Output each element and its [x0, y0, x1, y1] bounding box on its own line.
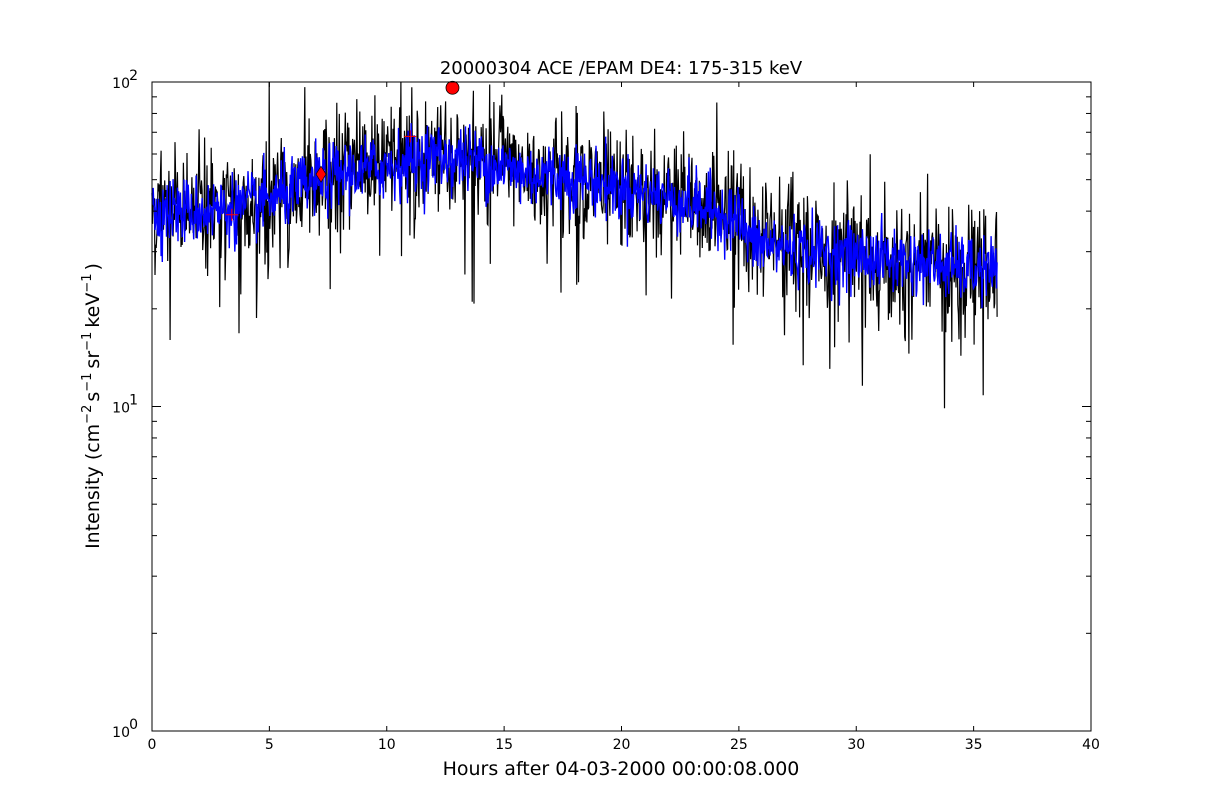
x-axis-label: Hours after 04-03-2000 00:00:08.000 [443, 758, 800, 780]
y-tick-exponent: 2 [129, 68, 138, 84]
y-tick-exponent: 1 [129, 393, 138, 409]
x-axis-ticks: 0 5 10 15 20 25 30 35 40 [148, 82, 1100, 753]
event-markers [225, 80, 460, 221]
y-tick-exponent: 0 [129, 717, 138, 733]
x-tick-label: 20 [613, 737, 631, 753]
chart-traces [151, 81, 998, 409]
y-tick-label: 10 [112, 401, 130, 417]
plus-marker [404, 130, 417, 143]
blue-noisy-trace [151, 123, 998, 309]
x-tick-label: 5 [265, 737, 274, 753]
plus-marker [225, 208, 238, 221]
x-tick-label: 15 [495, 737, 513, 753]
x-tick-label: 40 [1082, 737, 1100, 753]
x-tick-label: 25 [730, 737, 748, 753]
chart-title: 20000304 ACE /EPAM DE4: 175-315 keV [440, 58, 803, 79]
peak-circle-marker [445, 80, 460, 95]
diamond-marker [315, 165, 327, 183]
x-tick-label: 10 [378, 737, 396, 753]
x-tick-label: 30 [847, 737, 865, 753]
x-tick-label: 35 [965, 737, 983, 753]
y-tick-label: 10 [112, 725, 130, 741]
x-tick-label: 0 [148, 737, 157, 753]
y-tick-label: 10 [112, 76, 130, 92]
y-axis-label: Intensity (cm−2s−1sr−1keV−1) [80, 263, 104, 549]
